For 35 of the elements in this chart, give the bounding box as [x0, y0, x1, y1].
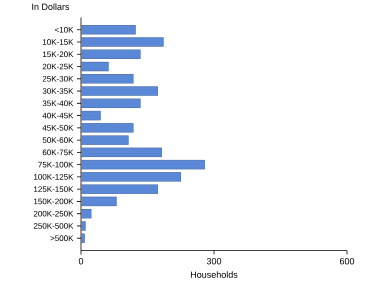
y-tick-label: 40K-45K: [42, 112, 74, 118]
bar: [81, 184, 158, 194]
y-tick-label: 35K-40K: [42, 100, 74, 106]
bar: [81, 24, 136, 34]
y-tick-label: 125K-150K: [34, 186, 74, 192]
bar: [81, 172, 181, 182]
bar: [81, 147, 162, 157]
y-tick-label: >500K: [50, 235, 74, 241]
y-tick-label: 25K-30K: [42, 76, 74, 82]
x-axis-title: Households: [190, 271, 238, 278]
y-tick-label: 50K-60K: [42, 137, 74, 143]
y-tick-label: 10K-15K: [42, 38, 74, 45]
bar: [81, 122, 134, 132]
bar: [81, 74, 134, 84]
x-tick-label: 0: [78, 258, 84, 264]
bar: [81, 196, 117, 206]
y-tick-label: 100K-125K: [34, 174, 74, 180]
bar: [81, 135, 129, 145]
y-tick-label: 15K-20K: [42, 51, 74, 57]
y-tick-label: <10K: [54, 26, 74, 32]
y-tick-label: 250K-500K: [34, 222, 74, 229]
y-tick-label: 20K-25K: [42, 63, 74, 70]
bar: [81, 160, 205, 170]
y-tick-label: 75K-100K: [38, 162, 74, 168]
bar: [81, 98, 141, 108]
bar: [81, 49, 141, 59]
y-tick-label: 150K-200K: [34, 198, 74, 204]
y-tick-label: 30K-35K: [42, 88, 74, 94]
x-tick-label: 600: [340, 258, 354, 264]
y-tick-label: 200K-250K: [34, 210, 74, 216]
y-tick-label: 45K-50K: [42, 124, 74, 130]
x-tick-label: 300: [206, 258, 222, 264]
bar: [81, 110, 101, 120]
y-axis-title: In Dollars: [32, 3, 70, 10]
y-tick-label: 60K-75K: [42, 149, 74, 155]
